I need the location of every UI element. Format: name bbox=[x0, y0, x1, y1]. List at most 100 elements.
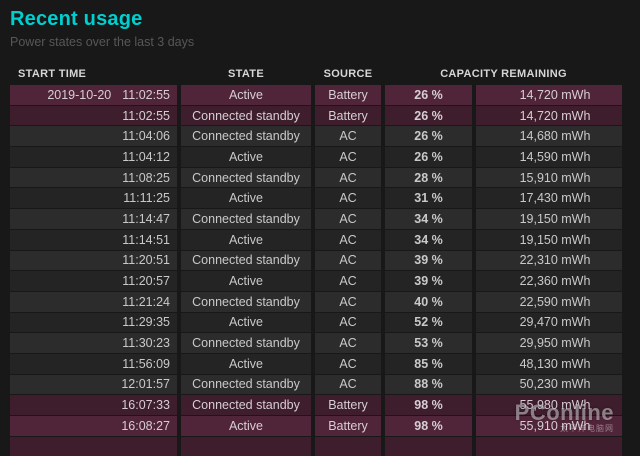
source-cell: AC bbox=[315, 147, 381, 167]
partial-cell bbox=[10, 436, 177, 456]
partial-cell bbox=[315, 436, 381, 456]
state-cell: Connected standby bbox=[181, 333, 311, 353]
table-row: 11:14:51 Active AC 34 % 19,150 mWh bbox=[10, 229, 622, 250]
source-cell: AC bbox=[315, 312, 381, 333]
table-row: 11:02:55 Connected standby Battery 26 % … bbox=[10, 105, 622, 126]
state-cell: Connected standby bbox=[181, 209, 311, 229]
percent-cell: 34 % bbox=[385, 209, 472, 229]
start-time-cell: 11:29:35 bbox=[10, 312, 177, 333]
table-row: 11:04:06 Connected standby AC 26 % 14,68… bbox=[10, 126, 622, 147]
source-cell: AC bbox=[315, 353, 381, 374]
percent-cell: 26 % bbox=[385, 126, 472, 147]
column-header-start-time: START TIME bbox=[18, 67, 87, 80]
start-time-value: 12:01:57 bbox=[121, 377, 170, 392]
start-time-cell: 11:14:51 bbox=[10, 229, 177, 250]
table-row: 12:01:57 Connected standby AC 88 % 50,23… bbox=[10, 374, 622, 395]
source-cell: Battery bbox=[315, 395, 381, 415]
percent-cell: 98 % bbox=[385, 395, 472, 415]
start-time-cell: 11:20:57 bbox=[10, 271, 177, 291]
start-time-value: 11:04:06 bbox=[122, 129, 170, 144]
start-time-cell: 11:30:23 bbox=[10, 333, 177, 353]
state-cell: Active bbox=[181, 416, 311, 436]
start-time-cell: 11:21:24 bbox=[10, 291, 177, 312]
mwh-cell: 17,430 mWh bbox=[476, 188, 622, 209]
page-subtitle: Power states over the last 3 days bbox=[10, 35, 195, 49]
source-cell: AC bbox=[315, 250, 381, 271]
percent-cell: 52 % bbox=[385, 312, 472, 333]
table-row: 11:04:12 Active AC 26 % 14,590 mWh bbox=[10, 147, 622, 167]
state-cell: Connected standby bbox=[181, 126, 311, 147]
start-time-value: 16:07:33 bbox=[121, 398, 170, 413]
percent-cell: 40 % bbox=[385, 291, 472, 312]
percent-cell: 39 % bbox=[385, 271, 472, 291]
table-row: 16:07:33 Connected standby Battery 98 % … bbox=[10, 395, 622, 415]
start-time-value: 11:20:57 bbox=[122, 274, 170, 289]
percent-cell: 53 % bbox=[385, 333, 472, 353]
source-cell: AC bbox=[315, 188, 381, 209]
percent-cell: 31 % bbox=[385, 188, 472, 209]
column-header-state: STATE bbox=[228, 67, 264, 80]
table-row: 11:20:57 Active AC 39 % 22,360 mWh bbox=[10, 271, 622, 291]
percent-cell: 98 % bbox=[385, 416, 472, 436]
mwh-cell: 29,950 mWh bbox=[476, 333, 622, 353]
partial-cell bbox=[181, 436, 311, 456]
start-time-cell: 11:14:47 bbox=[10, 209, 177, 229]
state-cell: Connected standby bbox=[181, 167, 311, 188]
mwh-cell: 14,680 mWh bbox=[476, 126, 622, 147]
state-cell: Active bbox=[181, 353, 311, 374]
mwh-cell: 50,230 mWh bbox=[476, 374, 622, 395]
mwh-cell: 14,720 mWh bbox=[476, 85, 622, 105]
mwh-cell: 48,130 mWh bbox=[476, 353, 622, 374]
start-time-value: 16:08:27 bbox=[121, 418, 170, 433]
start-time-cell: 11:20:51 bbox=[10, 250, 177, 271]
start-time-value: 11:21:24 bbox=[122, 294, 170, 309]
partial-row bbox=[10, 436, 622, 456]
percent-cell: 26 % bbox=[385, 85, 472, 105]
percent-cell: 26 % bbox=[385, 105, 472, 126]
partial-cell bbox=[476, 436, 622, 456]
table-header-row: START TIME STATE SOURCE CAPACITY REMAINI… bbox=[10, 63, 622, 84]
state-cell: Active bbox=[181, 229, 311, 250]
start-time-cell: 11:02:55 bbox=[10, 105, 177, 126]
table-row: 11:56:09 Active AC 85 % 48,130 mWh bbox=[10, 353, 622, 374]
start-time-cell: 11:04:12 bbox=[10, 147, 177, 167]
start-time-value: 11:20:51 bbox=[122, 253, 170, 268]
table-row: 2019-10-20 11:02:55 Active Battery 26 % … bbox=[10, 85, 622, 105]
source-cell: AC bbox=[315, 291, 381, 312]
start-time-cell: 16:07:33 bbox=[10, 395, 177, 415]
state-cell: Active bbox=[181, 85, 311, 105]
state-cell: Connected standby bbox=[181, 291, 311, 312]
start-time-value: 11:02:55 bbox=[122, 108, 170, 123]
start-time-cell: 11:08:25 bbox=[10, 167, 177, 188]
mwh-cell: 19,150 mWh bbox=[476, 229, 622, 250]
percent-cell: 39 % bbox=[385, 250, 472, 271]
mwh-cell: 14,590 mWh bbox=[476, 147, 622, 167]
source-cell: Battery bbox=[315, 85, 381, 105]
percent-cell: 34 % bbox=[385, 229, 472, 250]
mwh-cell: 29,470 mWh bbox=[476, 312, 622, 333]
table-row: 11:20:51 Connected standby AC 39 % 22,31… bbox=[10, 250, 622, 271]
start-time-value: 11:04:12 bbox=[122, 149, 170, 164]
start-time-cell: 12:01:57 bbox=[10, 374, 177, 395]
page-title: Recent usage bbox=[10, 8, 143, 30]
state-cell: Connected standby bbox=[181, 105, 311, 126]
mwh-cell: 22,590 mWh bbox=[476, 291, 622, 312]
start-time-value: 11:30:23 bbox=[122, 336, 170, 351]
start-time-value: 11:29:35 bbox=[122, 315, 170, 330]
mwh-cell: 22,310 mWh bbox=[476, 250, 622, 271]
table-row: 11:29:35 Active AC 52 % 29,470 mWh bbox=[10, 312, 622, 333]
source-cell: AC bbox=[315, 209, 381, 229]
start-date-value: 2019-10-20 bbox=[47, 87, 112, 102]
start-time-cell: 11:11:25 bbox=[10, 188, 177, 209]
partial-cell bbox=[385, 436, 472, 456]
start-time-cell: 11:56:09 bbox=[10, 353, 177, 374]
table-row: 11:08:25 Connected standby AC 28 % 15,91… bbox=[10, 167, 622, 188]
start-time-value: 11:14:47 bbox=[122, 211, 170, 226]
mwh-cell: 55,910 mWh bbox=[476, 416, 622, 436]
source-cell: AC bbox=[315, 229, 381, 250]
mwh-cell: 22,360 mWh bbox=[476, 271, 622, 291]
table-row: 16:08:27 Active Battery 98 % 55,910 mWh bbox=[10, 416, 622, 436]
mwh-cell: 19,150 mWh bbox=[476, 209, 622, 229]
start-time-cell: 2019-10-20 11:02:55 bbox=[10, 85, 177, 105]
source-cell: Battery bbox=[315, 105, 381, 126]
